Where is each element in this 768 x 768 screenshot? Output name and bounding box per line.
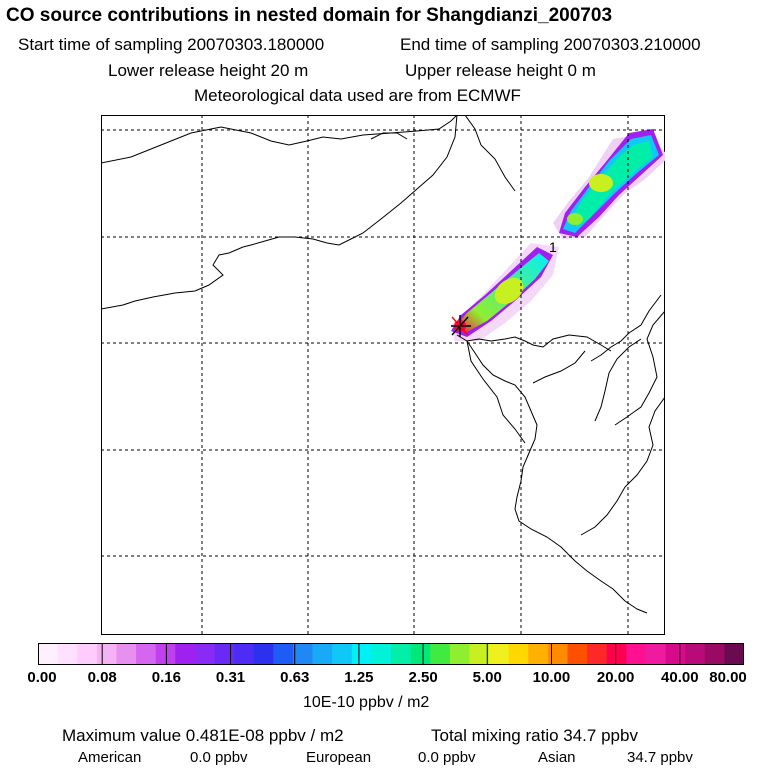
american-label: American <box>78 749 142 766</box>
marker-label: 1 <box>549 239 557 255</box>
color-scale-cell <box>587 643 608 665</box>
start-time-label: Start time of sampling 20070303.180000 <box>18 35 325 54</box>
color-scale-cell <box>57 643 78 665</box>
color-scale-tick-label: 80.00 <box>709 669 747 686</box>
color-scale-cell <box>391 643 412 665</box>
color-scale-cell <box>273 643 294 665</box>
color-scale-cell <box>685 643 706 665</box>
color-scale-cell <box>547 643 568 665</box>
color-scale-cell <box>351 643 372 665</box>
color-scale-cell <box>489 643 510 665</box>
lower-height-label: Lower release height 20 m <box>108 61 309 80</box>
color-scale-unit: 10E-10 ppbv / m2 <box>303 694 430 711</box>
color-scale-cell <box>724 643 744 665</box>
color-scale-cell <box>175 643 196 665</box>
color-scale-tick-label: 2.50 <box>408 669 438 686</box>
map-panel: 1 <box>101 115 665 635</box>
color-scale-cell <box>469 643 490 665</box>
color-scale-cell <box>96 643 117 665</box>
total-mixing-ratio: Total mixing ratio 34.7 ppbv <box>431 726 638 745</box>
color-scale-tick-label: 1.25 <box>344 669 374 686</box>
asian-label: Asian <box>538 749 576 766</box>
color-scale-cell <box>332 643 353 665</box>
color-scale-cell <box>410 643 431 665</box>
color-scale-cell <box>116 643 137 665</box>
color-scale-tick-label: 0.63 <box>280 669 310 686</box>
color-scale-cell <box>77 643 98 665</box>
color-scale-cell <box>371 643 392 665</box>
color-scale-cell <box>214 643 235 665</box>
color-scale-cell <box>626 643 647 665</box>
release-site-marker <box>451 315 471 337</box>
met-data-label: Meteorological data used are from ECMWF <box>194 86 521 105</box>
color-scale-cell <box>155 643 176 665</box>
color-scale-cell <box>508 643 529 665</box>
map-title: CO source contributions in nested domain… <box>6 5 613 26</box>
color-scale-bar <box>38 643 744 665</box>
color-scale-cell <box>430 643 451 665</box>
color-scale-cell <box>234 643 255 665</box>
color-scale-cell <box>665 643 686 665</box>
color-scale-cell <box>136 643 157 665</box>
american-value: 0.0 ppbv <box>190 749 248 766</box>
color-scale-cell <box>606 643 627 665</box>
color-scale-cell <box>38 643 59 665</box>
color-scale-cell <box>449 643 470 665</box>
plume-lower <box>451 243 559 341</box>
color-scale-tick-label: 40.00 <box>661 669 699 686</box>
european-value: 0.0 ppbv <box>418 749 476 766</box>
color-scale-cell <box>312 643 333 665</box>
color-scale-tick-label: 0.00 <box>27 669 57 686</box>
color-scale-cell <box>704 643 725 665</box>
color-scale-cell <box>528 643 549 665</box>
color-scale-cell <box>292 643 313 665</box>
maximum-value: Maximum value 0.481E-08 ppbv / m2 <box>62 726 344 745</box>
asian-value: 34.7 ppbv <box>627 749 693 766</box>
lat-lon-grid <box>101 115 665 635</box>
color-scale-cell <box>567 643 588 665</box>
european-label: European <box>306 749 372 766</box>
color-scale-tick-label: 0.08 <box>87 669 117 686</box>
plume-upper <box>553 129 665 239</box>
color-scale-tick-label: 5.00 <box>472 669 502 686</box>
color-scale-cell <box>253 643 274 665</box>
color-scale-tick-label: 0.31 <box>215 669 246 686</box>
end-time-label: End time of sampling 20070303.210000 <box>400 35 701 54</box>
color-scale-tick-label: 0.16 <box>151 669 181 686</box>
color-scale-tick-label: 20.00 <box>596 669 635 686</box>
color-scale-cell <box>194 643 215 665</box>
upper-height-label: Upper release height 0 m <box>405 61 596 80</box>
color-scale-tick-label: 10.00 <box>532 669 571 686</box>
color-scale-cell <box>645 643 666 665</box>
